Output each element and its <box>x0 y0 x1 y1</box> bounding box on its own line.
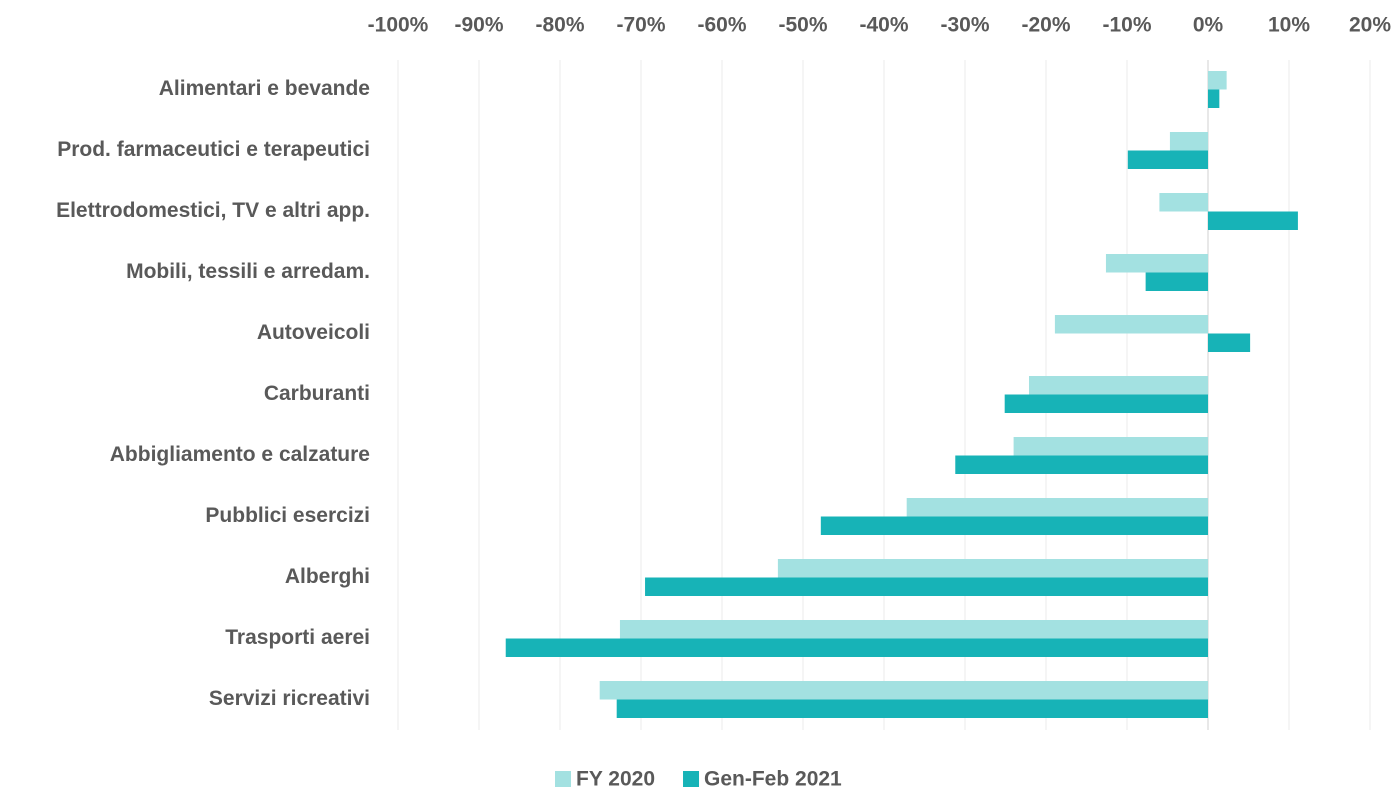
x-tick-label: -20% <box>1021 14 1070 37</box>
y-tick-label: Pubblici esercizi <box>205 504 370 527</box>
bar <box>955 455 1208 474</box>
bar <box>777 559 1208 578</box>
x-tick-label: -50% <box>778 14 827 37</box>
bar <box>1208 333 1251 352</box>
y-tick-label: Carburanti <box>264 382 370 405</box>
legend-label: Gen-Feb 2021 <box>704 768 842 791</box>
legend-label: FY 2020 <box>576 768 655 791</box>
bar <box>1013 437 1208 456</box>
bar <box>1159 193 1208 212</box>
x-tick-label: 10% <box>1268 14 1310 37</box>
bar <box>906 498 1208 517</box>
bar <box>1208 211 1298 230</box>
bar <box>616 699 1208 718</box>
x-tick-label: 20% <box>1349 14 1391 37</box>
bar <box>505 638 1209 657</box>
y-tick-label: Alimentari e bevande <box>159 77 370 100</box>
y-tick-label: Abbigliamento e calzature <box>110 443 370 466</box>
x-tick-label: -100% <box>368 14 429 37</box>
x-tick-label: -60% <box>697 14 746 37</box>
x-tick-label: -80% <box>535 14 584 37</box>
bar <box>1208 89 1220 108</box>
bar <box>645 577 1208 596</box>
y-tick-label: Elettrodomestici, TV e altri app. <box>56 199 370 222</box>
bar <box>1127 150 1208 169</box>
x-tick-label: -30% <box>940 14 989 37</box>
bar <box>820 516 1208 535</box>
y-tick-label: Alberghi <box>285 565 370 588</box>
bar <box>1028 376 1208 395</box>
y-tick-label: Trasporti aerei <box>225 626 370 649</box>
bar <box>1105 254 1208 273</box>
bar <box>1169 132 1208 151</box>
legend-swatch <box>683 771 700 787</box>
x-tick-label: 0% <box>1193 14 1224 37</box>
y-tick-label: Autoveicoli <box>257 321 370 344</box>
bar <box>1054 315 1208 334</box>
bar <box>599 681 1208 700</box>
y-tick-label: Mobili, tessili e arredam. <box>126 260 370 283</box>
x-tick-label: -70% <box>616 14 665 37</box>
legend-swatch <box>555 771 571 787</box>
bar <box>619 620 1208 639</box>
x-tick-label: -40% <box>859 14 908 37</box>
y-tick-label: Prod. farmaceutici e terapeutici <box>57 138 370 161</box>
x-tick-label: -90% <box>454 14 503 37</box>
y-tick-label: Servizi ricreativi <box>209 687 370 710</box>
x-tick-label: -10% <box>1102 14 1151 37</box>
bar <box>1145 272 1208 291</box>
bar <box>1004 394 1208 413</box>
bar <box>1208 71 1227 90</box>
